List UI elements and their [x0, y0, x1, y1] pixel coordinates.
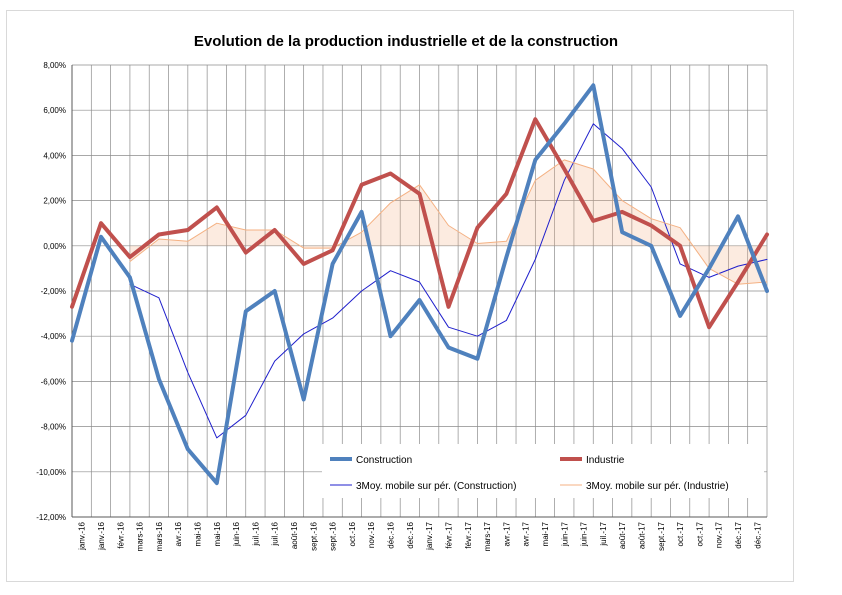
- y-tick-label: 6,00%: [43, 106, 66, 115]
- y-tick-label: -10,00%: [36, 468, 66, 477]
- x-tick-label: déc.-17: [753, 521, 762, 548]
- x-tick-label: janv.-17: [425, 521, 434, 550]
- y-tick-label: -6,00%: [41, 377, 66, 386]
- y-tick-label: 0,00%: [43, 242, 66, 251]
- x-tick-label: févr.-17: [464, 521, 473, 548]
- chart-title: Evolution de la production industrielle …: [193, 33, 619, 50]
- legend-label: 3Moy. mobile sur pér. (Industrie): [586, 481, 729, 492]
- series-line-2: [129, 123, 768, 439]
- x-tick-label: juil.-16: [251, 521, 260, 546]
- x-tick-label: déc.-17: [734, 521, 743, 548]
- series-area-industrie-moyenne: [129, 159, 767, 285]
- x-tick-label: mars-17: [483, 521, 492, 551]
- x-tick-label: janv.-16: [78, 521, 87, 550]
- y-tick-label: 4,00%: [43, 151, 66, 160]
- x-tick-label: avr.-17: [502, 521, 511, 546]
- y-tick-label: -8,00%: [41, 423, 66, 432]
- x-tick-label: avr.-16: [174, 521, 183, 546]
- x-tick-label: févr.-17: [444, 521, 453, 548]
- legend-label: Industrie: [586, 455, 625, 466]
- x-tick-label: juin-17: [580, 521, 589, 547]
- series-line-3: [129, 159, 768, 285]
- legend-label: Construction: [356, 455, 412, 466]
- y-tick-label: 2,00%: [43, 197, 66, 206]
- x-tick-label: mai-17: [541, 521, 550, 546]
- x-tick-label: déc.-16: [387, 521, 396, 548]
- x-tick-label: févr.-16: [116, 521, 125, 548]
- x-tick-label: oct.-16: [348, 521, 357, 546]
- x-tick-label: nov.-17: [715, 521, 724, 548]
- y-tick-label: -2,00%: [41, 287, 66, 296]
- legend-box: [322, 444, 764, 498]
- x-tick-label: avr.-17: [522, 521, 531, 546]
- x-tick-label: sept.-16: [329, 521, 338, 550]
- x-tick-label: mars-16: [155, 521, 164, 551]
- x-tick-label: mars-16: [136, 521, 145, 551]
- x-tick-label: juil.-16: [271, 521, 280, 546]
- y-tick-label: 8,00%: [43, 61, 66, 70]
- series-line-1: [70, 117, 769, 330]
- x-tick-label: déc.-16: [406, 521, 415, 548]
- y-tick-label: -12,00%: [36, 513, 66, 522]
- y-tick-label: -4,00%: [41, 332, 66, 341]
- x-tick-label: juin-17: [560, 521, 569, 547]
- x-tick-label: août-17: [618, 521, 627, 549]
- legend-label: 3Moy. mobile sur pér. (Construction): [356, 481, 516, 492]
- x-tick-label: nov.-16: [367, 521, 376, 548]
- x-tick-label: juin-16: [232, 521, 241, 547]
- x-tick-label: mai-16: [193, 521, 202, 546]
- x-tick-label: août-17: [638, 521, 647, 549]
- x-tick-label: janv.-16: [97, 521, 106, 550]
- x-tick-label: sept.-16: [309, 521, 318, 550]
- x-tick-label: oct.-17: [676, 521, 685, 546]
- x-tick-label: mai-16: [213, 521, 222, 546]
- x-tick-label: oct.-17: [695, 521, 704, 546]
- x-tick-label: août-16: [290, 521, 299, 549]
- x-tick-label: juil.-17: [599, 521, 608, 546]
- series-line-0: [70, 83, 769, 486]
- x-tick-label: sept.-17: [657, 521, 666, 550]
